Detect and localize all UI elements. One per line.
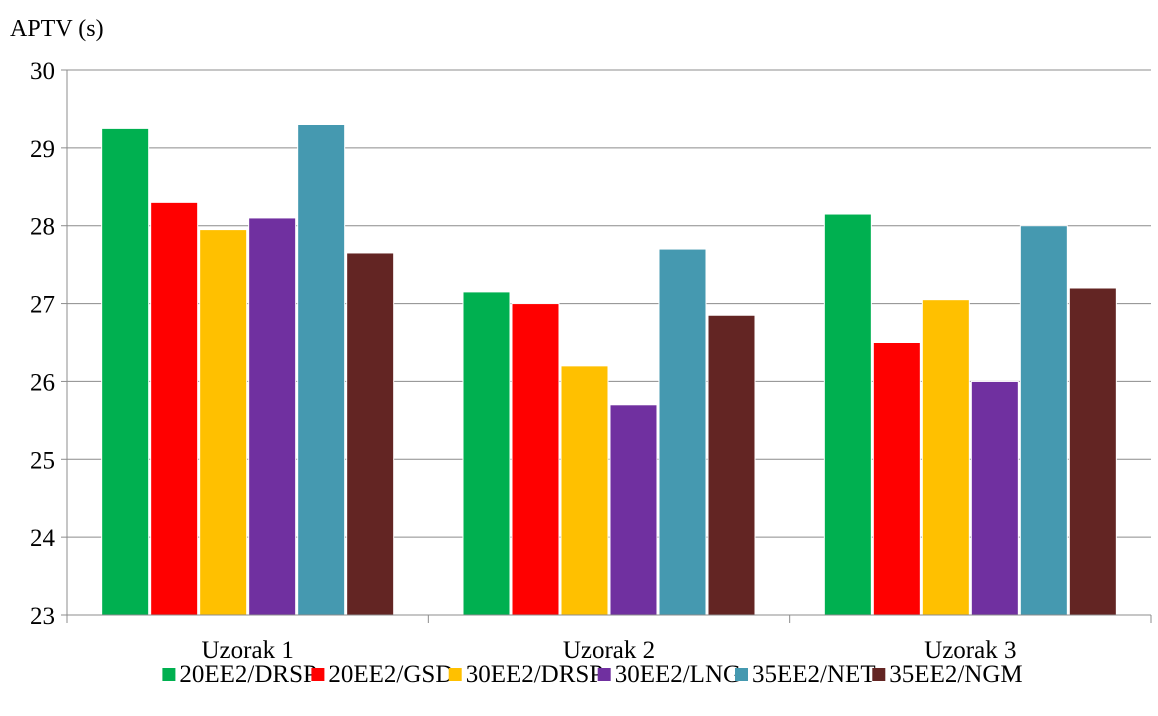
- bar-30ee2-drsp-3: [921, 299, 970, 616]
- bar-20ee2-drsp-3: [823, 213, 872, 616]
- bar-35ee2-ngm-2: [707, 314, 756, 616]
- legend-swatch: [311, 668, 325, 681]
- bar-20ee2-drsp-1: [101, 127, 150, 616]
- bar-30ee2-lng-2: [609, 404, 658, 616]
- legend-swatch: [735, 668, 748, 681]
- legend-swatch: [448, 668, 462, 681]
- grid-lines: [67, 69, 1151, 538]
- bars: [101, 124, 1117, 616]
- bar-20ee2-gsd-1: [150, 201, 199, 616]
- legend-label: 35EE2/NET: [752, 661, 876, 688]
- bar-30ee2-lng-3: [970, 380, 1019, 616]
- y-tick-label: 30: [30, 58, 55, 85]
- bar-30ee2-drsp-2: [560, 365, 609, 616]
- legend-swatch: [162, 668, 176, 681]
- y-tick-label: 29: [30, 136, 55, 163]
- x-tick-label: Uzorak 1: [202, 637, 294, 664]
- legend-swatch: [597, 668, 611, 681]
- bar-35ee2-ngm-1: [346, 252, 395, 616]
- y-tick-label: 27: [30, 292, 55, 319]
- y-tick-label: 23: [30, 603, 55, 630]
- legend-swatch: [872, 668, 886, 681]
- y-axis-title: APTV (s): [10, 16, 104, 42]
- bar-35ee2-ngm-3: [1068, 287, 1117, 616]
- bar-35ee2-net-1: [297, 124, 346, 616]
- legend-label: 20EE2/GSD: [328, 661, 453, 688]
- y-tick-label: 25: [30, 447, 55, 474]
- legend-label: 30EE2/LNG: [615, 661, 741, 688]
- legend-label: 35EE2/NGM: [889, 661, 1022, 688]
- bar-30ee2-lng-1: [248, 217, 297, 616]
- y-tick-label: 26: [30, 369, 55, 396]
- y-tick-labels: 23 24 25 26 27 28 29 30: [30, 58, 56, 630]
- y-tick-label: 28: [30, 214, 55, 241]
- bar-20ee2-drsp-2: [462, 291, 511, 616]
- legend-label: 30EE2/DRSP: [466, 661, 604, 688]
- x-tick-labels: Uzorak 1 Uzorak 2 Uzorak 3: [202, 637, 1017, 664]
- bar-20ee2-gsd-3: [872, 342, 921, 616]
- legend: 20EE2/DRSP 20EE2/GSD 30EE2/DRSP 30EE2/LNG 35…: [162, 661, 1023, 688]
- axes: [61, 69, 1152, 623]
- bar-35ee2-net-3: [1019, 225, 1068, 616]
- bar-30ee2-drsp-1: [199, 229, 248, 616]
- y-tick-label: 24: [30, 525, 56, 552]
- legend-label: 20EE2/DRSP: [179, 661, 317, 688]
- bar-35ee2-net-2: [658, 248, 707, 616]
- x-tick-label: Uzorak 2: [563, 637, 655, 664]
- x-tick-label: Uzorak 3: [924, 637, 1016, 664]
- bar-20ee2-gsd-2: [511, 303, 560, 616]
